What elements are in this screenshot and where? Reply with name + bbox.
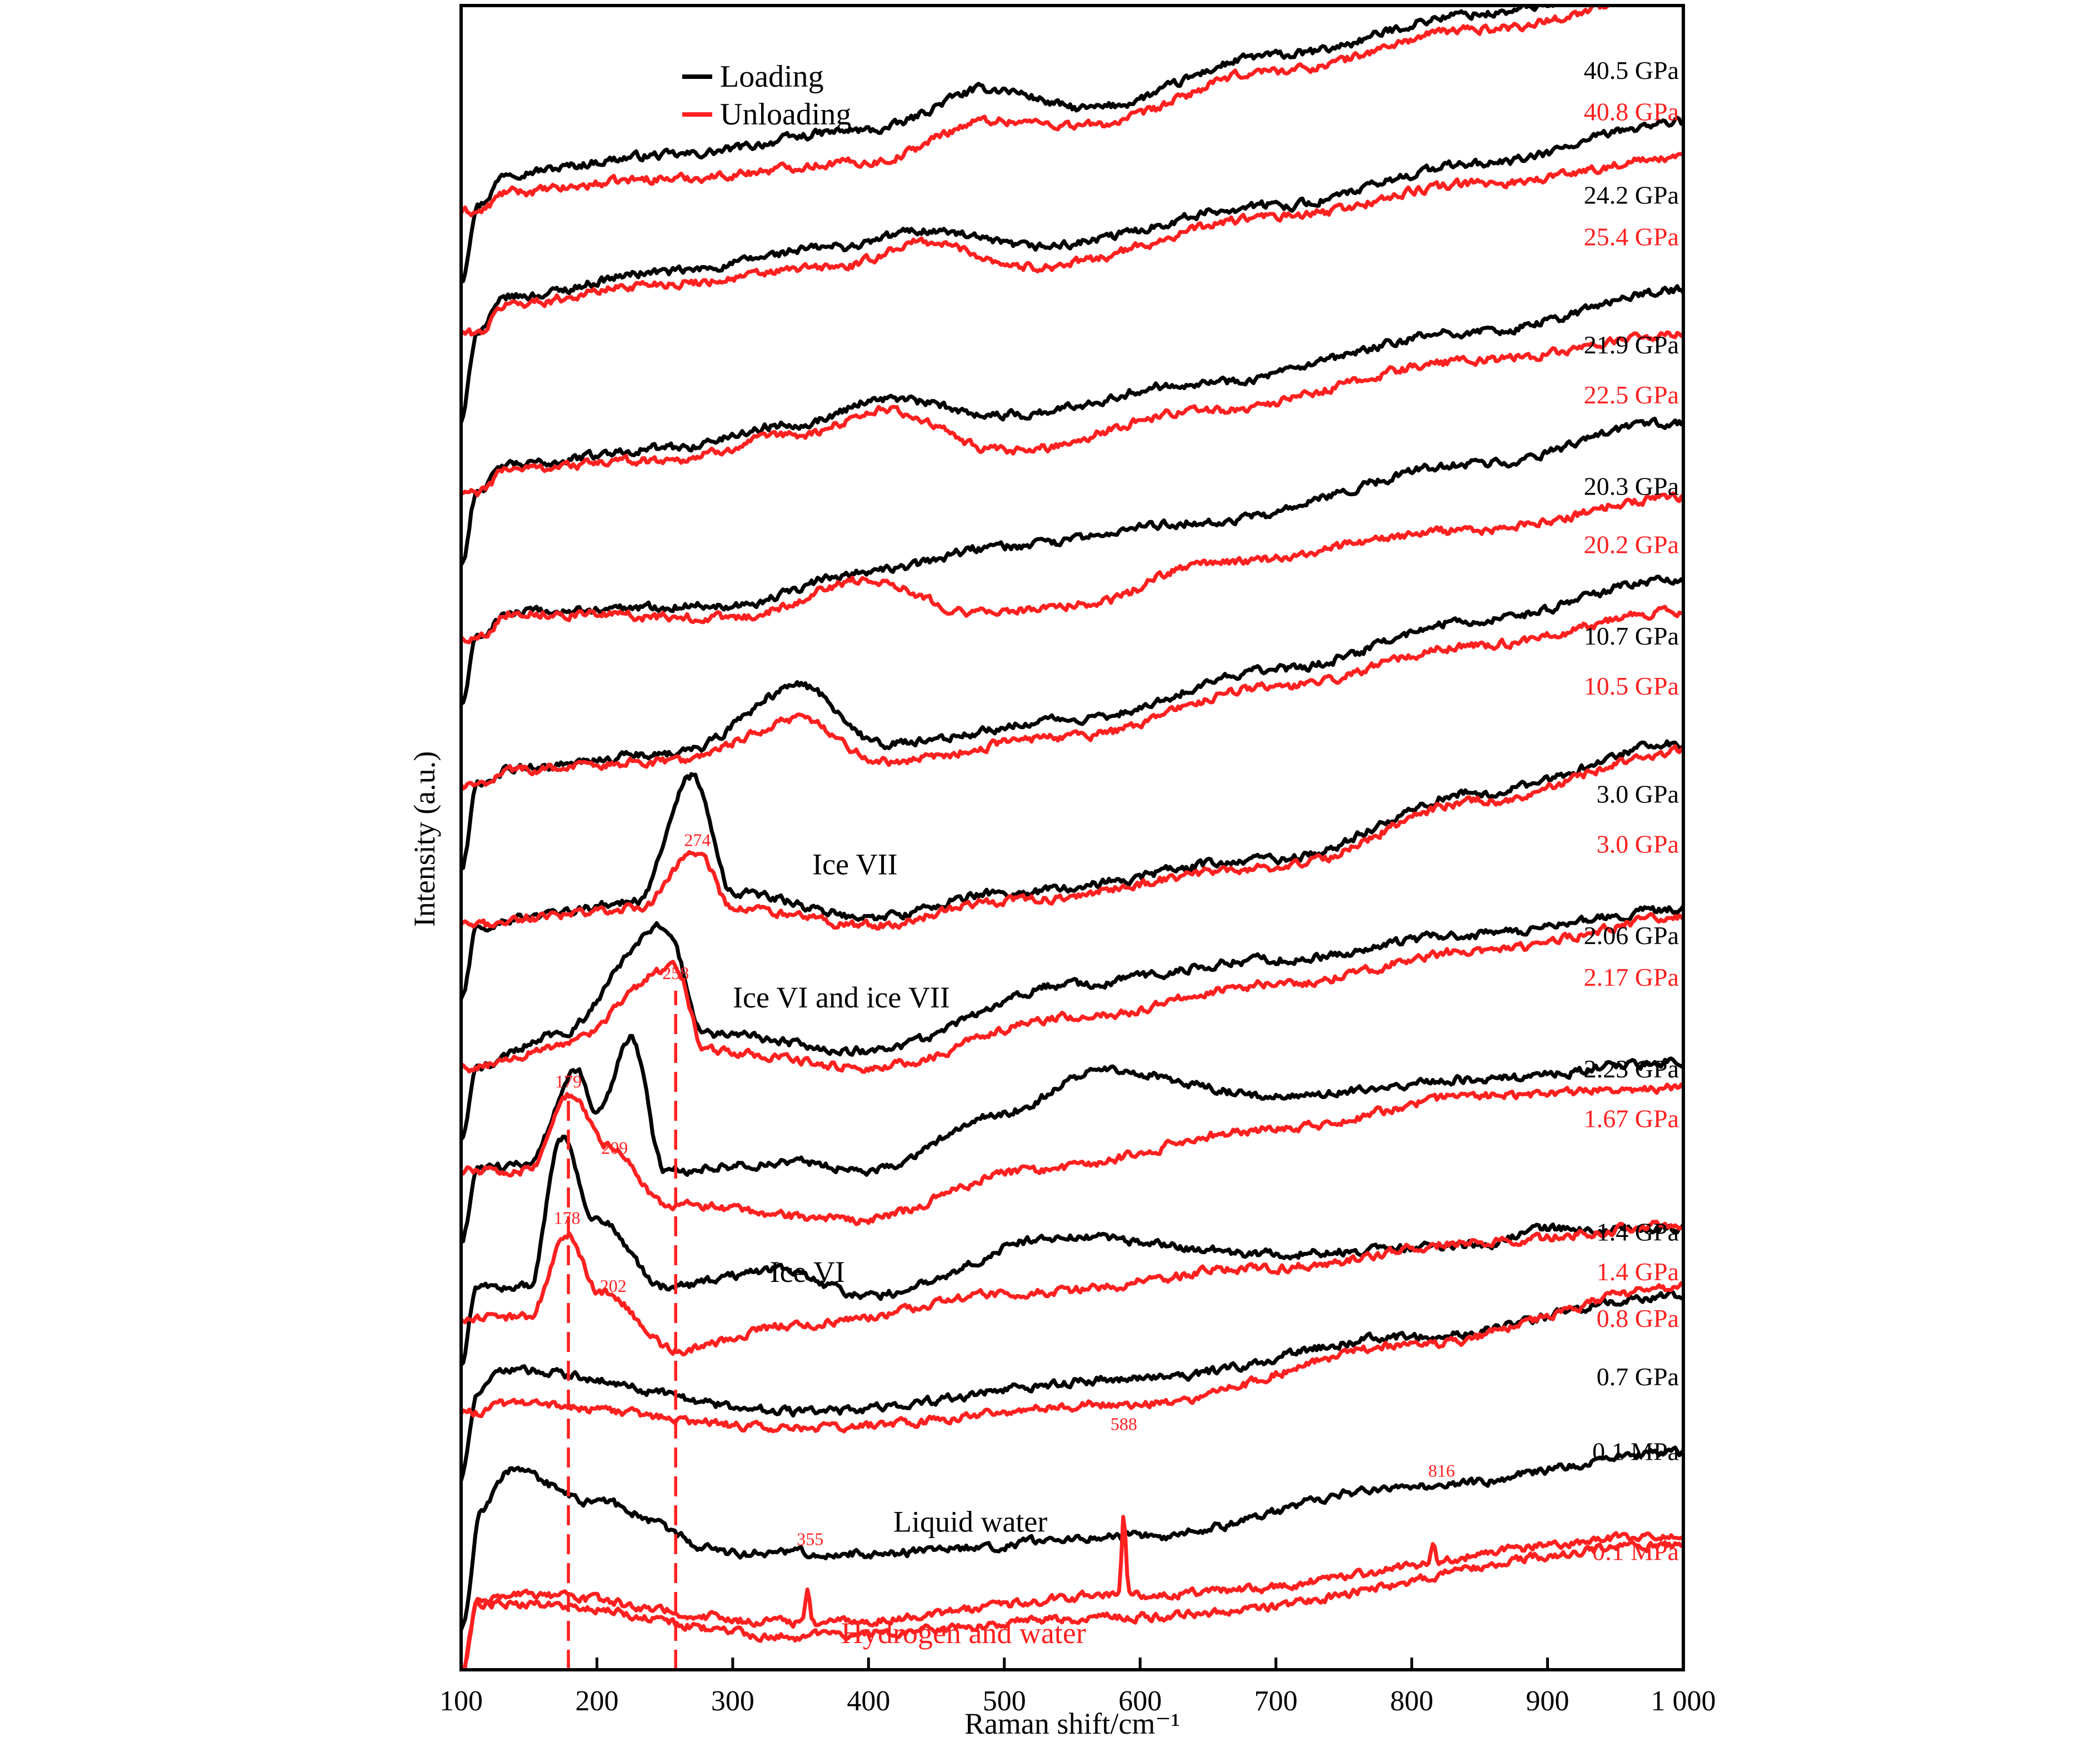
trace-loading-3-0-gpa-10 [461,739,1683,1000]
annotation-ice-vi-and-ice-vii: Ice VI and ice VII [733,981,950,1014]
trace-loading-20-3-gpa-6 [461,416,1683,706]
trace-unloading-40-8-gpa-1 [461,6,1648,218]
reference-lines [567,991,677,1670]
pressure-label-unloading-1-4-gpa-17: 1.4 GPa [1597,1257,1679,1286]
x-tick-label-200: 200 [575,1685,618,1717]
trace-unloading-20-2-gpa-7 [461,491,1683,645]
peak-label-202: 202 [600,1276,627,1296]
pressure-label-unloading-20-2-gpa-7: 20.2 GPa [1584,530,1679,558]
trace-loading-2-23-gpa-14 [461,1034,1683,1244]
trace-unloading-0-1-mpa-21 [462,1515,1683,1670]
peak-label-274: 274 [684,830,711,850]
pressure-label-loading-0-1-mpa-20: 0.1 MPa [1592,1437,1679,1466]
trace-unloading-0-1-mpa-22 [462,1540,1683,1670]
trace-loading-0-7-gpa-18 [461,1288,1683,1481]
x-tick-label-800: 800 [1390,1685,1433,1717]
pressure-label-loading-20-3-gpa-6: 20.3 GPa [1584,472,1679,501]
x-tick-label-700: 700 [1254,1685,1298,1717]
x-tick-label-400: 400 [847,1685,890,1717]
spectra-traces [461,6,1683,1670]
x-tick-label-500: 500 [983,1685,1026,1717]
pressure-label-unloading-25-4-gpa-3: 25.4 GPa [1584,222,1679,251]
pressure-label-unloading-3-0-gpa-11: 3.0 GPa [1597,830,1679,858]
pressure-label-unloading-10-5-gpa-9: 10.5 GPa [1584,672,1679,700]
pressure-label-unloading-0-8-gpa-18: 0.8 GPa [1597,1304,1679,1332]
peak-label-816: 816 [1428,1461,1455,1481]
x-axis: 100 200 300 400 500 600 700 800 900 1 000 [439,1658,1716,1717]
trace-unloading-25-4-gpa-3 [461,152,1683,337]
annotation-hydrogen-and-water: Hydrogen and water [841,1616,1086,1650]
trace-unloading-1-67-gpa-15 [461,1082,1683,1226]
peak-label-588: 588 [1111,1414,1137,1434]
x-tick-label-300: 300 [711,1685,754,1717]
pressure-label-loading-2-23-gpa-14: 2.23 GPa [1584,1055,1679,1083]
annotation-liquid-water: Liquid water [893,1505,1047,1538]
trace-unloading-22-5-gpa-5 [461,330,1683,497]
plot-frame [459,4,1685,1671]
trace-loading-40-5-gpa-0 [461,6,1561,284]
pressure-label-unloading-22-5-gpa-5: 22.5 GPa [1584,381,1679,409]
pressure-label-loading-1-4-gpa-16: 1.4 GPa [1597,1217,1679,1246]
trace-unloading-2-17-gpa-13 [461,912,1683,1074]
trace-unloading-10-5-gpa-9 [461,605,1683,791]
x-tick-label-600: 600 [1118,1685,1162,1717]
trace-loading-24-2-gpa-2 [461,116,1683,423]
peak-label-178: 178 [554,1207,581,1227]
pressure-label-loading-0-7-gpa-19: 0.7 GPa [1597,1362,1679,1391]
phase-annotations: Ice VII Ice VI and ice VII Ice VI Liquid wa… [733,847,1086,1650]
x-axis-title: Raman shift/cm⁻¹ [964,1707,1180,1740]
pressure-label-unloading-40-8-gpa-1: 40.8 GPa [1584,98,1679,126]
x-tick-label-1000: 1 000 [1651,1685,1716,1717]
legend-label-loading: Loading [720,59,824,94]
pressure-label-loading-24-2-gpa-2: 24.2 GPa [1584,181,1679,209]
pressure-label-loading-3-0-gpa-10: 3.0 GPa [1597,780,1679,808]
pressure-label-loading-40-5-gpa-0: 40.5 GPa [1584,56,1679,84]
peak-label-179: 179 [555,1071,582,1091]
peak-label-209: 209 [601,1138,628,1158]
pressure-label-loading-21-9-gpa-4: 21.9 GPa [1584,331,1679,359]
trace-unloading-1-4-gpa-17 [461,1220,1683,1357]
trace-loading-10-7-gpa-8 [461,575,1683,870]
y-axis-title: Intensity (a.u.) [408,751,441,927]
pressure-label-loading-10-7-gpa-8: 10.7 GPa [1584,622,1679,650]
pressure-label-unloading-0-1-mpa-21: 0.1 MPa [1592,1537,1679,1565]
pressure-label-unloading-1-67-gpa-15: 1.67 GPa [1584,1105,1679,1133]
annotation-ice-vi: Ice VI [770,1255,845,1289]
legend-label-unloading: Unloading [720,97,851,132]
peak-label-258: 258 [662,963,689,983]
trace-unloading-3-0-gpa-11 [461,744,1683,931]
annotation-ice-vii: Ice VII [812,847,897,881]
x-tick-label-100: 100 [439,1685,483,1717]
x-tick-label-900: 900 [1526,1685,1569,1717]
trace-loading-0-1-mpa-20 [461,1445,1683,1631]
peak-label-355: 355 [797,1529,823,1549]
peak-labels: 274 258 179 209 178 202 355 588 816 [554,830,1455,1549]
trace-loading-2-06-gpa-12 [461,904,1683,1141]
trace-loading-21-9-gpa-4 [461,284,1683,566]
pressure-label-loading-2-06-gpa-12: 2.06 GPa [1584,921,1679,950]
trace-unloading-0-8-gpa-19 [461,1281,1683,1434]
pressure-labels: 40.5 GPa 40.8 GPa 24.2 GPa 25.4 GPa 21.9 GPa… [1584,56,1679,1566]
pressure-label-unloading-2-17-gpa-13: 2.17 GPa [1584,963,1679,991]
